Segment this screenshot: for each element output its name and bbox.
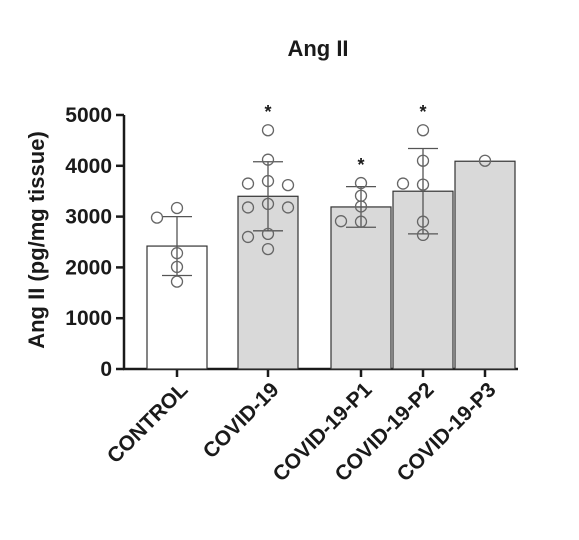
data-point [354,200,368,213]
data-point [241,201,255,214]
data-point [281,201,295,214]
data-point [416,124,430,137]
bars [146,160,516,370]
data-point [354,215,368,228]
significance-star: * [357,155,364,175]
data-point [241,230,255,244]
data-point [170,247,184,260]
data-point [416,154,430,167]
x-category-labels: CONTROL COVID-19COVID-19-P1COVID-19-P2COV… [103,378,501,486]
data-point [416,215,430,228]
data-point [334,215,348,228]
data-point [150,211,164,224]
data-point [478,154,492,167]
y-tick-label: 0 [100,358,112,381]
data-point [261,242,275,256]
bar-covid-19-p3 [454,160,516,370]
y-tick-label: 1000 [65,307,112,330]
data-point [170,201,184,215]
y-tick-label: 4000 [65,155,112,178]
significance-star: * [419,102,426,122]
data-point [170,260,184,274]
y-tick-label: 2000 [65,256,112,279]
data-point [261,124,275,137]
data-point [241,177,255,190]
y-axis-label: Ang II (pg/mg tissue) [24,131,49,349]
data-point [170,275,184,288]
chart-title: Ang II [287,36,348,61]
x-label-covid-19: COVID-19 [199,378,284,463]
y-tick-labels: 0 1000 2000 3000 4000 5000 [65,104,112,381]
data-point [281,178,295,192]
error-bars [162,147,438,277]
data-point [416,178,430,191]
data-point [396,177,410,190]
y-tick-label: 5000 [65,104,112,127]
data-point [416,228,430,242]
data-point [261,227,275,241]
data-point [261,197,275,211]
data-point [261,153,275,166]
x-label-control: CONTROL [103,378,193,468]
data-point [261,174,275,188]
data-point [354,176,368,190]
y-tick-label: 3000 [65,206,112,229]
significance-star: * [264,102,271,122]
data-points [150,124,492,288]
bar-covid-19-p1 [330,206,392,370]
significance-markers: * * * [264,102,426,175]
